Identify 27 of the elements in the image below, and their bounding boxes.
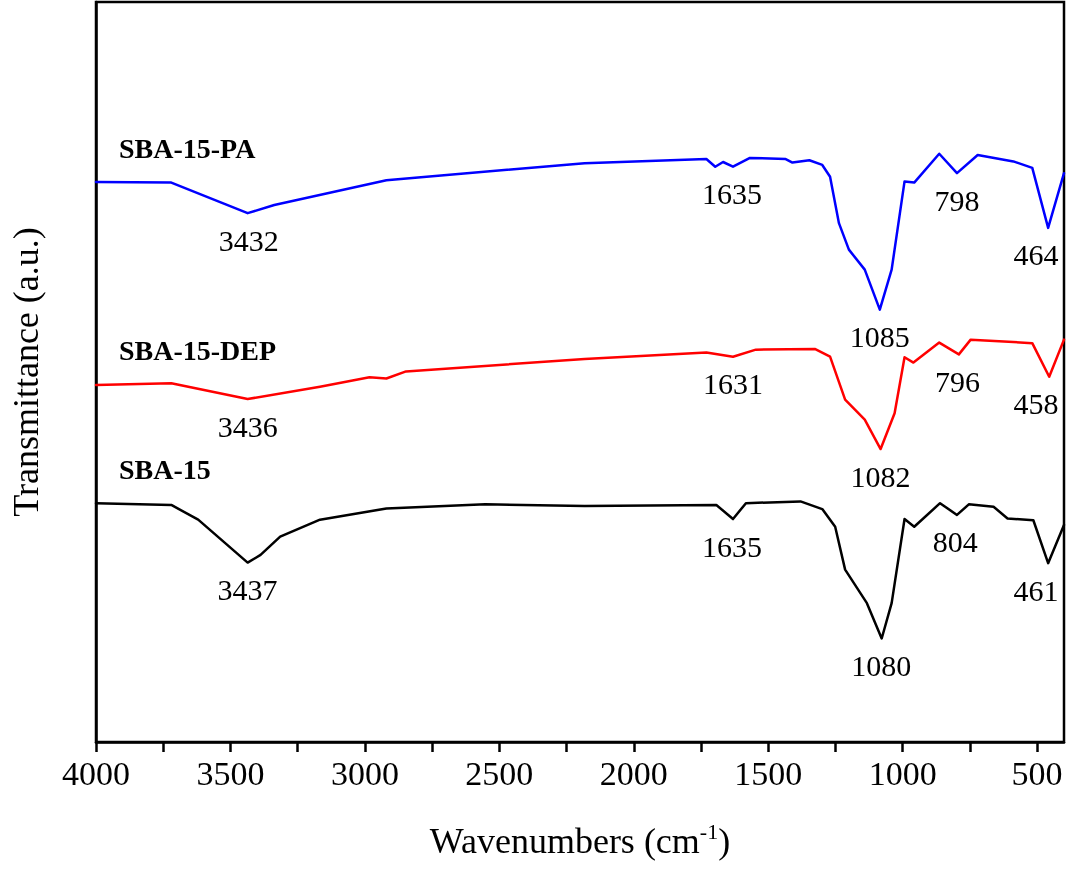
annotation: 464: [1013, 238, 1059, 272]
annotation: 1082: [850, 459, 911, 493]
y-axis-title: Transmittance (a.u.): [6, 227, 46, 517]
x-tick-label: 4000: [62, 754, 130, 792]
annotation: 1085: [849, 320, 910, 354]
annotation: 804: [932, 525, 978, 559]
x-tick-label: 2000: [599, 754, 668, 792]
annotation: 458: [1013, 387, 1059, 421]
annotation: 1635: [701, 177, 762, 211]
annotation: 1631: [703, 367, 763, 401]
annotation: 798: [934, 183, 980, 217]
annotation: 3436: [217, 409, 278, 443]
series-label: SBA-15-DEP: [119, 335, 277, 367]
annotation: 1635: [701, 529, 762, 563]
series-label: SBA-15: [119, 453, 211, 485]
x-tick-label: 1500: [734, 754, 803, 792]
annotation: 796: [935, 364, 981, 398]
x-tick-label: 500: [1011, 754, 1063, 792]
annotation: 3432: [218, 223, 279, 257]
x-tick-label: 1000: [868, 754, 937, 792]
x-tick-label: 2500: [465, 754, 534, 792]
series-label: SBA-15-PA: [119, 132, 257, 164]
x-tick-label: 3500: [196, 754, 265, 792]
annotation: 3437: [217, 573, 278, 607]
annotation: 461: [1013, 573, 1059, 607]
annotation: 1080: [851, 648, 912, 682]
x-tick-label: 3000: [330, 754, 399, 792]
